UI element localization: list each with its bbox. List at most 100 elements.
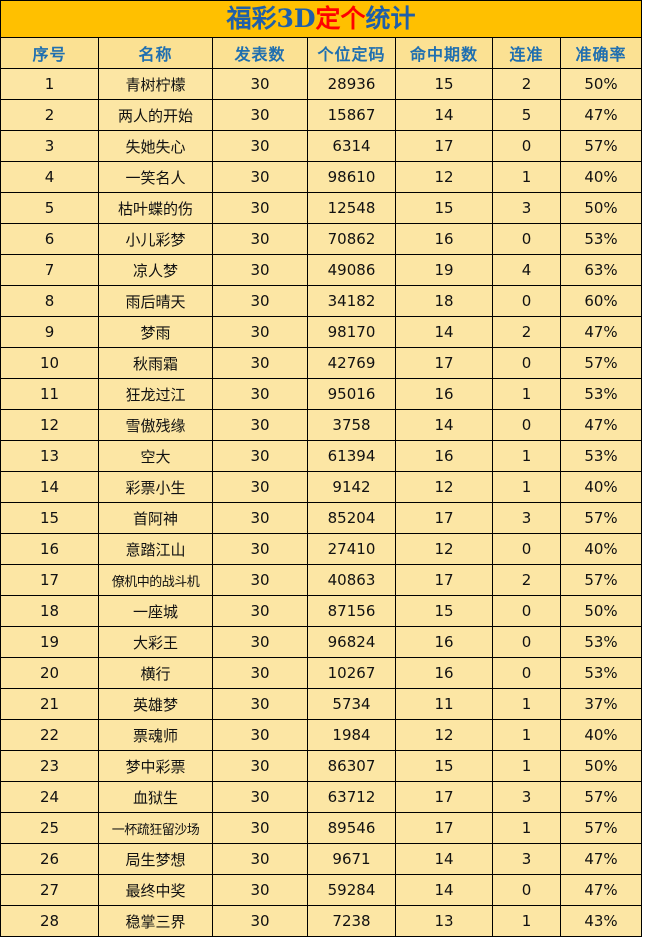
cell-streak[interactable]: 1 bbox=[492, 161, 561, 193]
cell-code[interactable]: 9671 bbox=[307, 843, 396, 875]
column-header-code[interactable]: 个位定码 bbox=[307, 37, 396, 69]
cell-streak[interactable]: 0 bbox=[492, 595, 561, 627]
cell-name[interactable]: 枯叶蝶的伤 bbox=[98, 192, 213, 224]
cell-streak[interactable]: 0 bbox=[492, 347, 561, 379]
cell-accuracy[interactable]: 53% bbox=[559, 657, 643, 689]
cell-code[interactable]: 70862 bbox=[307, 223, 396, 255]
cell-streak[interactable]: 1 bbox=[492, 471, 561, 503]
column-header-hits[interactable]: 命中期数 bbox=[395, 37, 493, 69]
table-row[interactable]: 9 梦雨 30 98170 14 2 47% bbox=[0, 316, 643, 348]
cell-accuracy[interactable]: 40% bbox=[559, 533, 643, 565]
cell-name[interactable]: 票魂师 bbox=[98, 719, 213, 751]
cell-name[interactable]: 一座城 bbox=[98, 595, 213, 627]
cell-index[interactable]: 17 bbox=[0, 564, 99, 596]
table-row[interactable]: 6 小儿彩梦 30 70862 16 0 53% bbox=[0, 223, 643, 255]
cell-streak[interactable]: 3 bbox=[492, 502, 561, 534]
table-row[interactable]: 27 最终中奖 30 59284 14 0 47% bbox=[0, 874, 643, 906]
table-row[interactable]: 21 英雄梦 30 5734 11 1 37% bbox=[0, 688, 643, 720]
cell-name[interactable]: 失她失心 bbox=[98, 130, 213, 162]
cell-accuracy[interactable]: 50% bbox=[559, 192, 643, 224]
cell-hits[interactable]: 15 bbox=[395, 192, 493, 224]
cell-hits[interactable]: 19 bbox=[395, 254, 493, 286]
cell-posts[interactable]: 30 bbox=[212, 223, 308, 255]
cell-index[interactable]: 23 bbox=[0, 750, 99, 782]
cell-hits[interactable]: 15 bbox=[395, 595, 493, 627]
cell-hits[interactable]: 12 bbox=[395, 719, 493, 751]
cell-index[interactable]: 24 bbox=[0, 781, 99, 813]
cell-index[interactable]: 15 bbox=[0, 502, 99, 534]
cell-posts[interactable]: 30 bbox=[212, 750, 308, 782]
cell-name[interactable]: 小儿彩梦 bbox=[98, 223, 213, 255]
cell-posts[interactable]: 30 bbox=[212, 409, 308, 441]
cell-streak[interactable]: 4 bbox=[492, 254, 561, 286]
cell-hits[interactable]: 16 bbox=[395, 440, 493, 472]
cell-index[interactable]: 27 bbox=[0, 874, 99, 906]
cell-index[interactable]: 10 bbox=[0, 347, 99, 379]
cell-posts[interactable]: 30 bbox=[212, 161, 308, 193]
cell-index[interactable]: 16 bbox=[0, 533, 99, 565]
cell-name[interactable]: 青树柠檬 bbox=[98, 68, 213, 100]
cell-code[interactable]: 27410 bbox=[307, 533, 396, 565]
cell-name[interactable]: 雪傲残缘 bbox=[98, 409, 213, 441]
cell-code[interactable]: 1984 bbox=[307, 719, 396, 751]
cell-accuracy[interactable]: 40% bbox=[559, 719, 643, 751]
cell-index[interactable]: 21 bbox=[0, 688, 99, 720]
cell-streak[interactable]: 0 bbox=[492, 626, 561, 658]
cell-name[interactable]: 一笑名人 bbox=[98, 161, 213, 193]
table-row[interactable]: 24 血狱生 30 63712 17 3 57% bbox=[0, 781, 643, 813]
cell-name[interactable]: 意踏江山 bbox=[98, 533, 213, 565]
cell-accuracy[interactable]: 57% bbox=[559, 347, 643, 379]
cell-posts[interactable]: 30 bbox=[212, 316, 308, 348]
cell-streak[interactable]: 1 bbox=[492, 440, 561, 472]
cell-name[interactable]: 秋雨霜 bbox=[98, 347, 213, 379]
table-row[interactable]: 15 首阿神 30 85204 17 3 57% bbox=[0, 502, 643, 534]
cell-streak[interactable]: 1 bbox=[492, 750, 561, 782]
cell-index[interactable]: 9 bbox=[0, 316, 99, 348]
cell-code[interactable]: 7238 bbox=[307, 905, 396, 937]
cell-posts[interactable]: 30 bbox=[212, 688, 308, 720]
cell-accuracy[interactable]: 57% bbox=[559, 564, 643, 596]
cell-hits[interactable]: 13 bbox=[395, 905, 493, 937]
cell-code[interactable]: 96824 bbox=[307, 626, 396, 658]
cell-accuracy[interactable]: 57% bbox=[559, 781, 643, 813]
cell-posts[interactable]: 30 bbox=[212, 905, 308, 937]
cell-accuracy[interactable]: 60% bbox=[559, 285, 643, 317]
cell-name[interactable]: 首阿神 bbox=[98, 502, 213, 534]
cell-index[interactable]: 12 bbox=[0, 409, 99, 441]
cell-streak[interactable]: 0 bbox=[492, 409, 561, 441]
cell-posts[interactable]: 30 bbox=[212, 285, 308, 317]
table-row[interactable]: 2 两人的开始 30 15867 14 5 47% bbox=[0, 99, 643, 131]
cell-accuracy[interactable]: 47% bbox=[559, 409, 643, 441]
table-row[interactable]: 17 僚机中的战斗机 30 40863 17 2 57% bbox=[0, 564, 643, 596]
cell-streak[interactable]: 0 bbox=[492, 657, 561, 689]
cell-streak[interactable]: 5 bbox=[492, 99, 561, 131]
cell-code[interactable]: 85204 bbox=[307, 502, 396, 534]
table-row[interactable]: 7 凉人梦 30 49086 19 4 63% bbox=[0, 254, 643, 286]
cell-posts[interactable]: 30 bbox=[212, 843, 308, 875]
cell-index[interactable]: 3 bbox=[0, 130, 99, 162]
column-header-posts[interactable]: 发表数 bbox=[212, 37, 308, 69]
cell-streak[interactable]: 1 bbox=[492, 378, 561, 410]
cell-name[interactable]: 一杯疏狂留沙场 bbox=[98, 812, 213, 844]
cell-posts[interactable]: 30 bbox=[212, 68, 308, 100]
cell-accuracy[interactable]: 40% bbox=[559, 161, 643, 193]
cell-hits[interactable]: 17 bbox=[395, 502, 493, 534]
table-row[interactable]: 23 梦中彩票 30 86307 15 1 50% bbox=[0, 750, 643, 782]
cell-streak[interactable]: 2 bbox=[492, 564, 561, 596]
cell-index[interactable]: 6 bbox=[0, 223, 99, 255]
cell-accuracy[interactable]: 53% bbox=[559, 626, 643, 658]
cell-hits[interactable]: 16 bbox=[395, 378, 493, 410]
cell-index[interactable]: 25 bbox=[0, 812, 99, 844]
cell-posts[interactable]: 30 bbox=[212, 99, 308, 131]
table-row[interactable]: 16 意踏江山 30 27410 12 0 40% bbox=[0, 533, 643, 565]
cell-name[interactable]: 局生梦想 bbox=[98, 843, 213, 875]
table-row[interactable]: 10 秋雨霜 30 42769 17 0 57% bbox=[0, 347, 643, 379]
cell-name[interactable]: 雨后晴天 bbox=[98, 285, 213, 317]
table-row[interactable]: 11 狂龙过江 30 95016 16 1 53% bbox=[0, 378, 643, 410]
cell-hits[interactable]: 17 bbox=[395, 812, 493, 844]
cell-hits[interactable]: 17 bbox=[395, 347, 493, 379]
cell-hits[interactable]: 15 bbox=[395, 750, 493, 782]
cell-hits[interactable]: 12 bbox=[395, 161, 493, 193]
cell-name[interactable]: 大彩王 bbox=[98, 626, 213, 658]
cell-code[interactable]: 34182 bbox=[307, 285, 396, 317]
